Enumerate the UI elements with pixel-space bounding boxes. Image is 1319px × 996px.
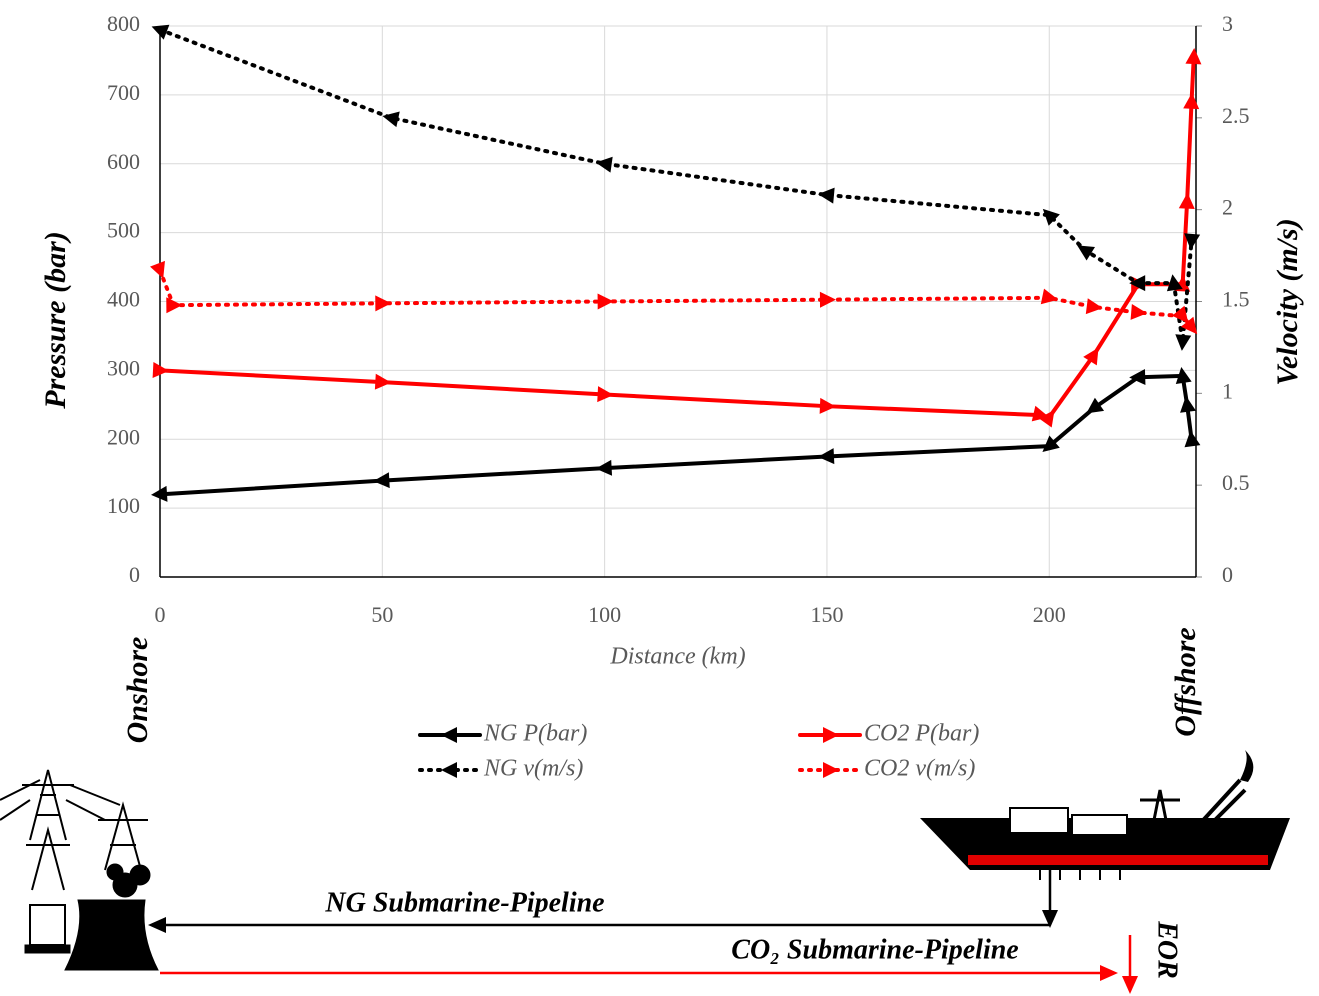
co2-pipeline-label: CO₂ Submarine-Pipeline xyxy=(731,934,1018,965)
point-marker xyxy=(381,108,400,127)
x-tick-label: 200 xyxy=(1033,602,1066,627)
x-tick-label: 0 xyxy=(155,602,166,627)
y-tick-label: 500 xyxy=(107,218,140,243)
y2-tick-label: 1.5 xyxy=(1222,287,1250,312)
legend-label: NG v(m/s) xyxy=(483,756,583,782)
point-marker xyxy=(1182,429,1200,447)
x-tick-label: 100 xyxy=(588,602,621,627)
point-marker xyxy=(375,374,392,391)
point-marker xyxy=(375,295,391,311)
series-line xyxy=(160,57,1194,417)
point-marker xyxy=(598,293,614,309)
y-tick-label: 600 xyxy=(107,149,140,174)
point-marker xyxy=(1178,395,1196,413)
legend-label: CO2 v(m/s) xyxy=(864,756,975,782)
point-marker xyxy=(153,362,170,379)
y-axis-label: Pressure (bar) xyxy=(39,231,72,410)
y2-tick-label: 0 xyxy=(1222,562,1233,587)
point-marker xyxy=(597,386,614,403)
ship-icon xyxy=(920,750,1290,880)
point-marker xyxy=(1185,48,1202,65)
y-tick-label: 300 xyxy=(107,355,140,380)
point-marker xyxy=(149,19,170,40)
y2-tick-label: 3 xyxy=(1222,11,1233,36)
point-marker xyxy=(820,398,837,415)
power-plant-icon xyxy=(0,770,158,970)
legend-marker xyxy=(823,762,839,778)
y2-tick-label: 1 xyxy=(1222,378,1233,403)
pipelines xyxy=(148,870,1138,994)
point-marker xyxy=(1174,334,1191,351)
ng-pipeline-label: NG Submarine-Pipeline xyxy=(324,887,604,918)
point-marker xyxy=(1179,192,1196,209)
y-tick-label: 700 xyxy=(107,80,140,105)
x-tick-label: 150 xyxy=(810,602,843,627)
y-tick-label: 400 xyxy=(107,287,140,312)
y-tick-label: 800 xyxy=(107,11,140,36)
y2-axis-label: Velocity (m/s) xyxy=(1271,218,1304,385)
series-line xyxy=(160,270,1192,327)
onshore-label: Onshore xyxy=(121,637,154,744)
y-tick-label: 0 xyxy=(129,562,140,587)
series-line xyxy=(160,376,1192,494)
y2-tick-label: 2 xyxy=(1222,195,1233,220)
point-marker xyxy=(1073,239,1095,261)
y-tick-label: 100 xyxy=(107,493,140,518)
point-marker xyxy=(1086,298,1104,316)
point-marker xyxy=(1131,304,1148,321)
eor-label: EOR xyxy=(1152,920,1183,979)
offshore-label: Offshore xyxy=(1169,627,1202,736)
point-marker xyxy=(595,460,612,477)
point-marker xyxy=(151,486,168,503)
y2-tick-label: 2.5 xyxy=(1222,103,1250,128)
legend-label: CO2 P(bar) xyxy=(864,721,979,747)
point-marker xyxy=(818,448,835,465)
series-line xyxy=(160,30,1192,342)
point-marker xyxy=(817,186,834,203)
point-marker xyxy=(373,472,390,489)
point-marker xyxy=(820,292,836,308)
figure: Pressure (bar) Velocity (m/s) Distance (… xyxy=(0,0,1319,996)
point-marker xyxy=(166,297,182,313)
legend-marker xyxy=(823,727,839,743)
legend-marker xyxy=(441,727,457,743)
y2-tick-label: 0.5 xyxy=(1222,470,1250,495)
x-axis-label: Distance (km) xyxy=(609,644,745,670)
x-tick-label: 50 xyxy=(371,602,393,627)
legend-marker xyxy=(441,762,457,778)
y-tick-label: 200 xyxy=(107,424,140,449)
point-marker xyxy=(1037,203,1060,226)
legend-label: NG P(bar) xyxy=(483,721,587,747)
